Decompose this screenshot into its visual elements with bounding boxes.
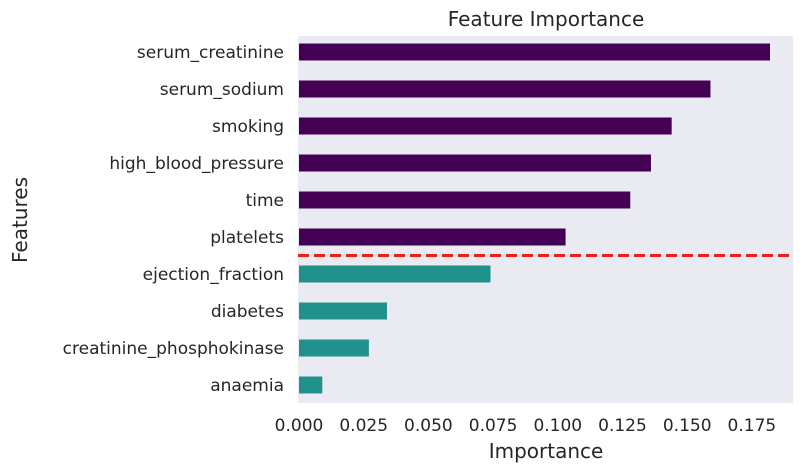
x-tick-label: 0.050 xyxy=(404,416,453,436)
bar-serum-sodium xyxy=(299,80,711,98)
x-tick-label: 0.125 xyxy=(598,416,647,436)
bar-time xyxy=(299,191,631,209)
chart-title: Feature Importance xyxy=(448,7,645,31)
y-tick-label: time xyxy=(246,191,284,211)
y-tick-label: serum_creatinine xyxy=(137,43,284,63)
x-tick-label: 0.175 xyxy=(728,416,777,436)
y-tick-label: serum_sodium xyxy=(160,80,284,100)
bar-ejection-fraction xyxy=(299,265,491,283)
y-tick-label: high_blood_pressure xyxy=(109,154,284,174)
x-tick-label: 0.025 xyxy=(339,416,388,436)
bar-anaemia xyxy=(299,376,323,394)
bar-high-blood-pressure xyxy=(299,154,651,172)
bar-serum-creatinine xyxy=(299,43,770,61)
x-tick-label: 0.150 xyxy=(663,416,712,436)
x-axis-title: Importance xyxy=(489,439,604,463)
y-tick-label: diabetes xyxy=(211,302,284,322)
x-tick-label: 0.000 xyxy=(275,416,324,436)
x-tick-labels: 0.000 0.025 0.050 0.075 0.100 0.125 0.150 0.175 xyxy=(275,416,777,436)
y-axis-title: Features xyxy=(8,177,32,263)
y-tick-label: smoking xyxy=(212,117,284,137)
y-tick-label: creatinine_phosphokinase xyxy=(63,339,284,359)
bar-diabetes xyxy=(299,302,387,320)
bar-creatinine-phosphokinase xyxy=(299,339,369,357)
bar-group xyxy=(299,43,770,394)
x-tick-label: 0.100 xyxy=(533,416,582,436)
y-tick-label: ejection_fraction xyxy=(143,265,284,285)
bar-smoking xyxy=(299,117,672,135)
bar-platelets xyxy=(299,228,566,246)
x-tick-label: 0.075 xyxy=(469,416,518,436)
y-tick-label: platelets xyxy=(210,228,284,248)
y-tick-label: anaemia xyxy=(210,376,284,396)
